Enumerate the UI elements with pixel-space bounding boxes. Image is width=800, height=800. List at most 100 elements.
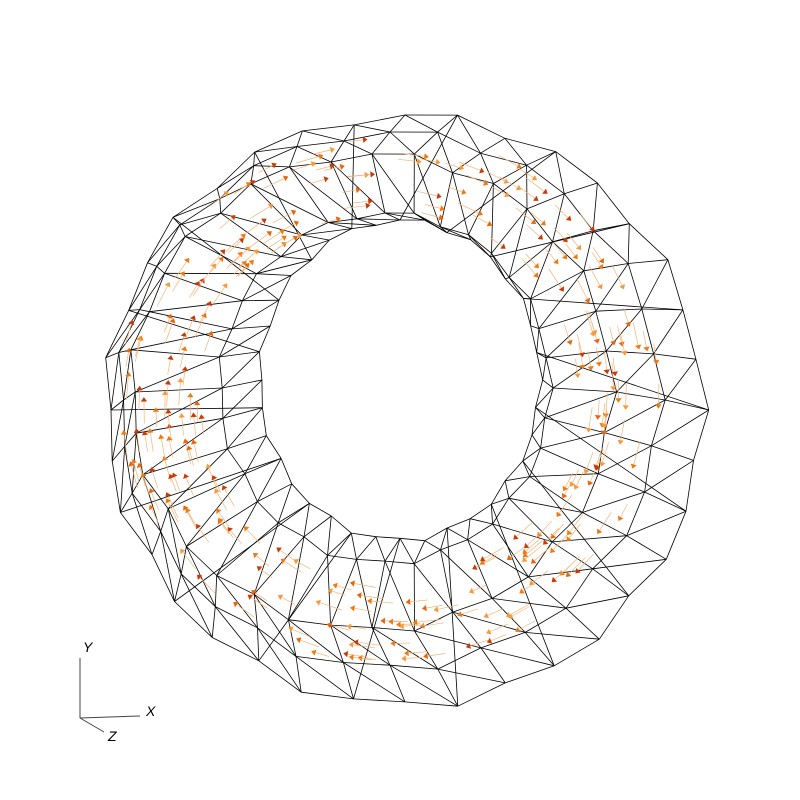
mesh-diagonal-edge [592,558,667,570]
vector-arrow-shaft [133,462,140,483]
vector-arrow-shaft [353,657,372,661]
vector-arrow-shaft [235,266,247,278]
vector-arrow-shaft [233,263,244,275]
mesh-diagonal-edge [552,350,607,389]
vector-arrow-shaft [251,597,268,609]
vector-arrow-shaft [169,440,174,458]
mesh-diagonal-edge [303,503,310,537]
mesh-ring-edge [164,236,186,274]
mesh-radial-edge [371,561,386,628]
vector-arrow-head [601,423,608,429]
vector-arrow-head [165,408,172,414]
mesh-diagonal-edge [555,151,565,194]
mesh-ring-edge [375,536,401,539]
vector-arrow-shaft [172,274,183,292]
vector-arrow-head [486,628,492,635]
vector-arrow-head [572,253,578,260]
mesh-ring-edge [627,263,643,310]
mesh-radial-edge [168,473,246,510]
vector-arrow-shaft [181,417,184,436]
vector-arrow-shaft [516,521,533,537]
vector-arrow-head [558,286,564,292]
vector-arrow-head [506,554,513,561]
mesh-ring-edge [329,228,352,241]
mesh-radial-edge [289,146,298,168]
mesh-diagonal-edge [404,114,438,133]
vector-arrow-shaft [323,166,341,171]
vector-arrow-shaft [469,639,490,647]
mesh-radial-edge [343,124,355,142]
vector-arrow-head [148,488,155,494]
mesh-diagonal-edge [256,259,312,275]
vector-arrow-head [587,365,594,371]
mesh-radial-edge [467,518,471,540]
mesh-diagonal-edge [525,632,600,640]
mesh-ring-edge [184,212,221,237]
vector-arrow-shaft [545,527,559,542]
vector-arrow-shaft [417,619,441,623]
vector-arrow-head [504,191,510,198]
mesh-radial-edge [160,508,169,532]
mesh-radial-edge [371,131,391,155]
mesh-diagonal-edge [250,183,329,223]
mesh-radial-edge [626,535,667,560]
vector-arrow-head [542,188,548,194]
mesh-radial-edge [565,607,600,640]
vector-arrow-head [579,364,586,370]
vector-arrow-shaft [164,322,173,344]
vector-arrow-head [480,556,486,562]
vector-arrow-shaft [461,608,478,615]
vector-arrow-head [329,163,335,170]
mesh-ring-edge [134,391,137,434]
mesh-diagonal-edge [492,523,553,543]
vector-arrow-shaft [352,200,369,204]
mesh-ring-edge [505,665,555,684]
mesh-diagonal-edge [214,606,260,662]
vector-arrow-shaft [408,651,428,654]
mesh-ring-edge [555,151,598,184]
mesh-ring-edge [468,234,492,254]
vector-arrow-shaft [642,330,647,348]
vector-arrow-shaft [151,508,159,524]
mesh-radial-edge [219,198,222,214]
mesh-radial-edge [135,387,223,393]
mesh-diagonal-edge [399,538,415,564]
vector-arrow-shaft [426,604,443,609]
mesh-ring-edge [446,518,471,529]
vector-arrow-shaft [309,179,325,184]
mesh-ring-edge [309,503,332,517]
vector-arrow-shaft [246,529,261,544]
mesh-diagonal-edge [227,407,263,450]
mesh-diagonal-edge [452,611,526,633]
vector-arrow-shaft [225,236,243,252]
vector-arrow-shaft [151,492,159,510]
vector-arrow-shaft [150,432,154,452]
mesh-ring-edge [261,379,263,408]
vector-arrow-head [248,259,254,266]
vector-arrow-head [185,508,191,514]
vector-arrow-head [506,612,512,618]
mesh-radial-edge [480,647,506,684]
mesh-diagonal-edge [522,460,630,597]
vector-arrow-shaft [300,639,320,648]
axis-triad: Y X Z [79,639,156,744]
vector-arrow-shaft [185,477,194,496]
vector-arrow-head [218,517,224,524]
vector-arrow-shaft [587,310,595,331]
mesh-ring-edge [278,522,305,538]
mesh-diagonal-edge [130,328,233,351]
mesh-diagonal-edge [535,406,687,512]
mesh-ring-edge [174,601,213,638]
mesh-radial-edge [414,630,439,670]
mesh-radial-edge [231,325,271,330]
vector-arrow-shaft [219,217,233,229]
mesh-radial-edge [538,310,596,329]
vector-arrow-shaft [599,512,612,531]
mesh-ring-edge [219,165,254,199]
vector-arrow-head [522,548,528,554]
mesh-ring-edge [303,536,328,556]
mesh-radial-edge [546,350,607,359]
mesh-diagonal-edge [135,356,220,393]
vector-arrow-shaft [123,434,128,458]
